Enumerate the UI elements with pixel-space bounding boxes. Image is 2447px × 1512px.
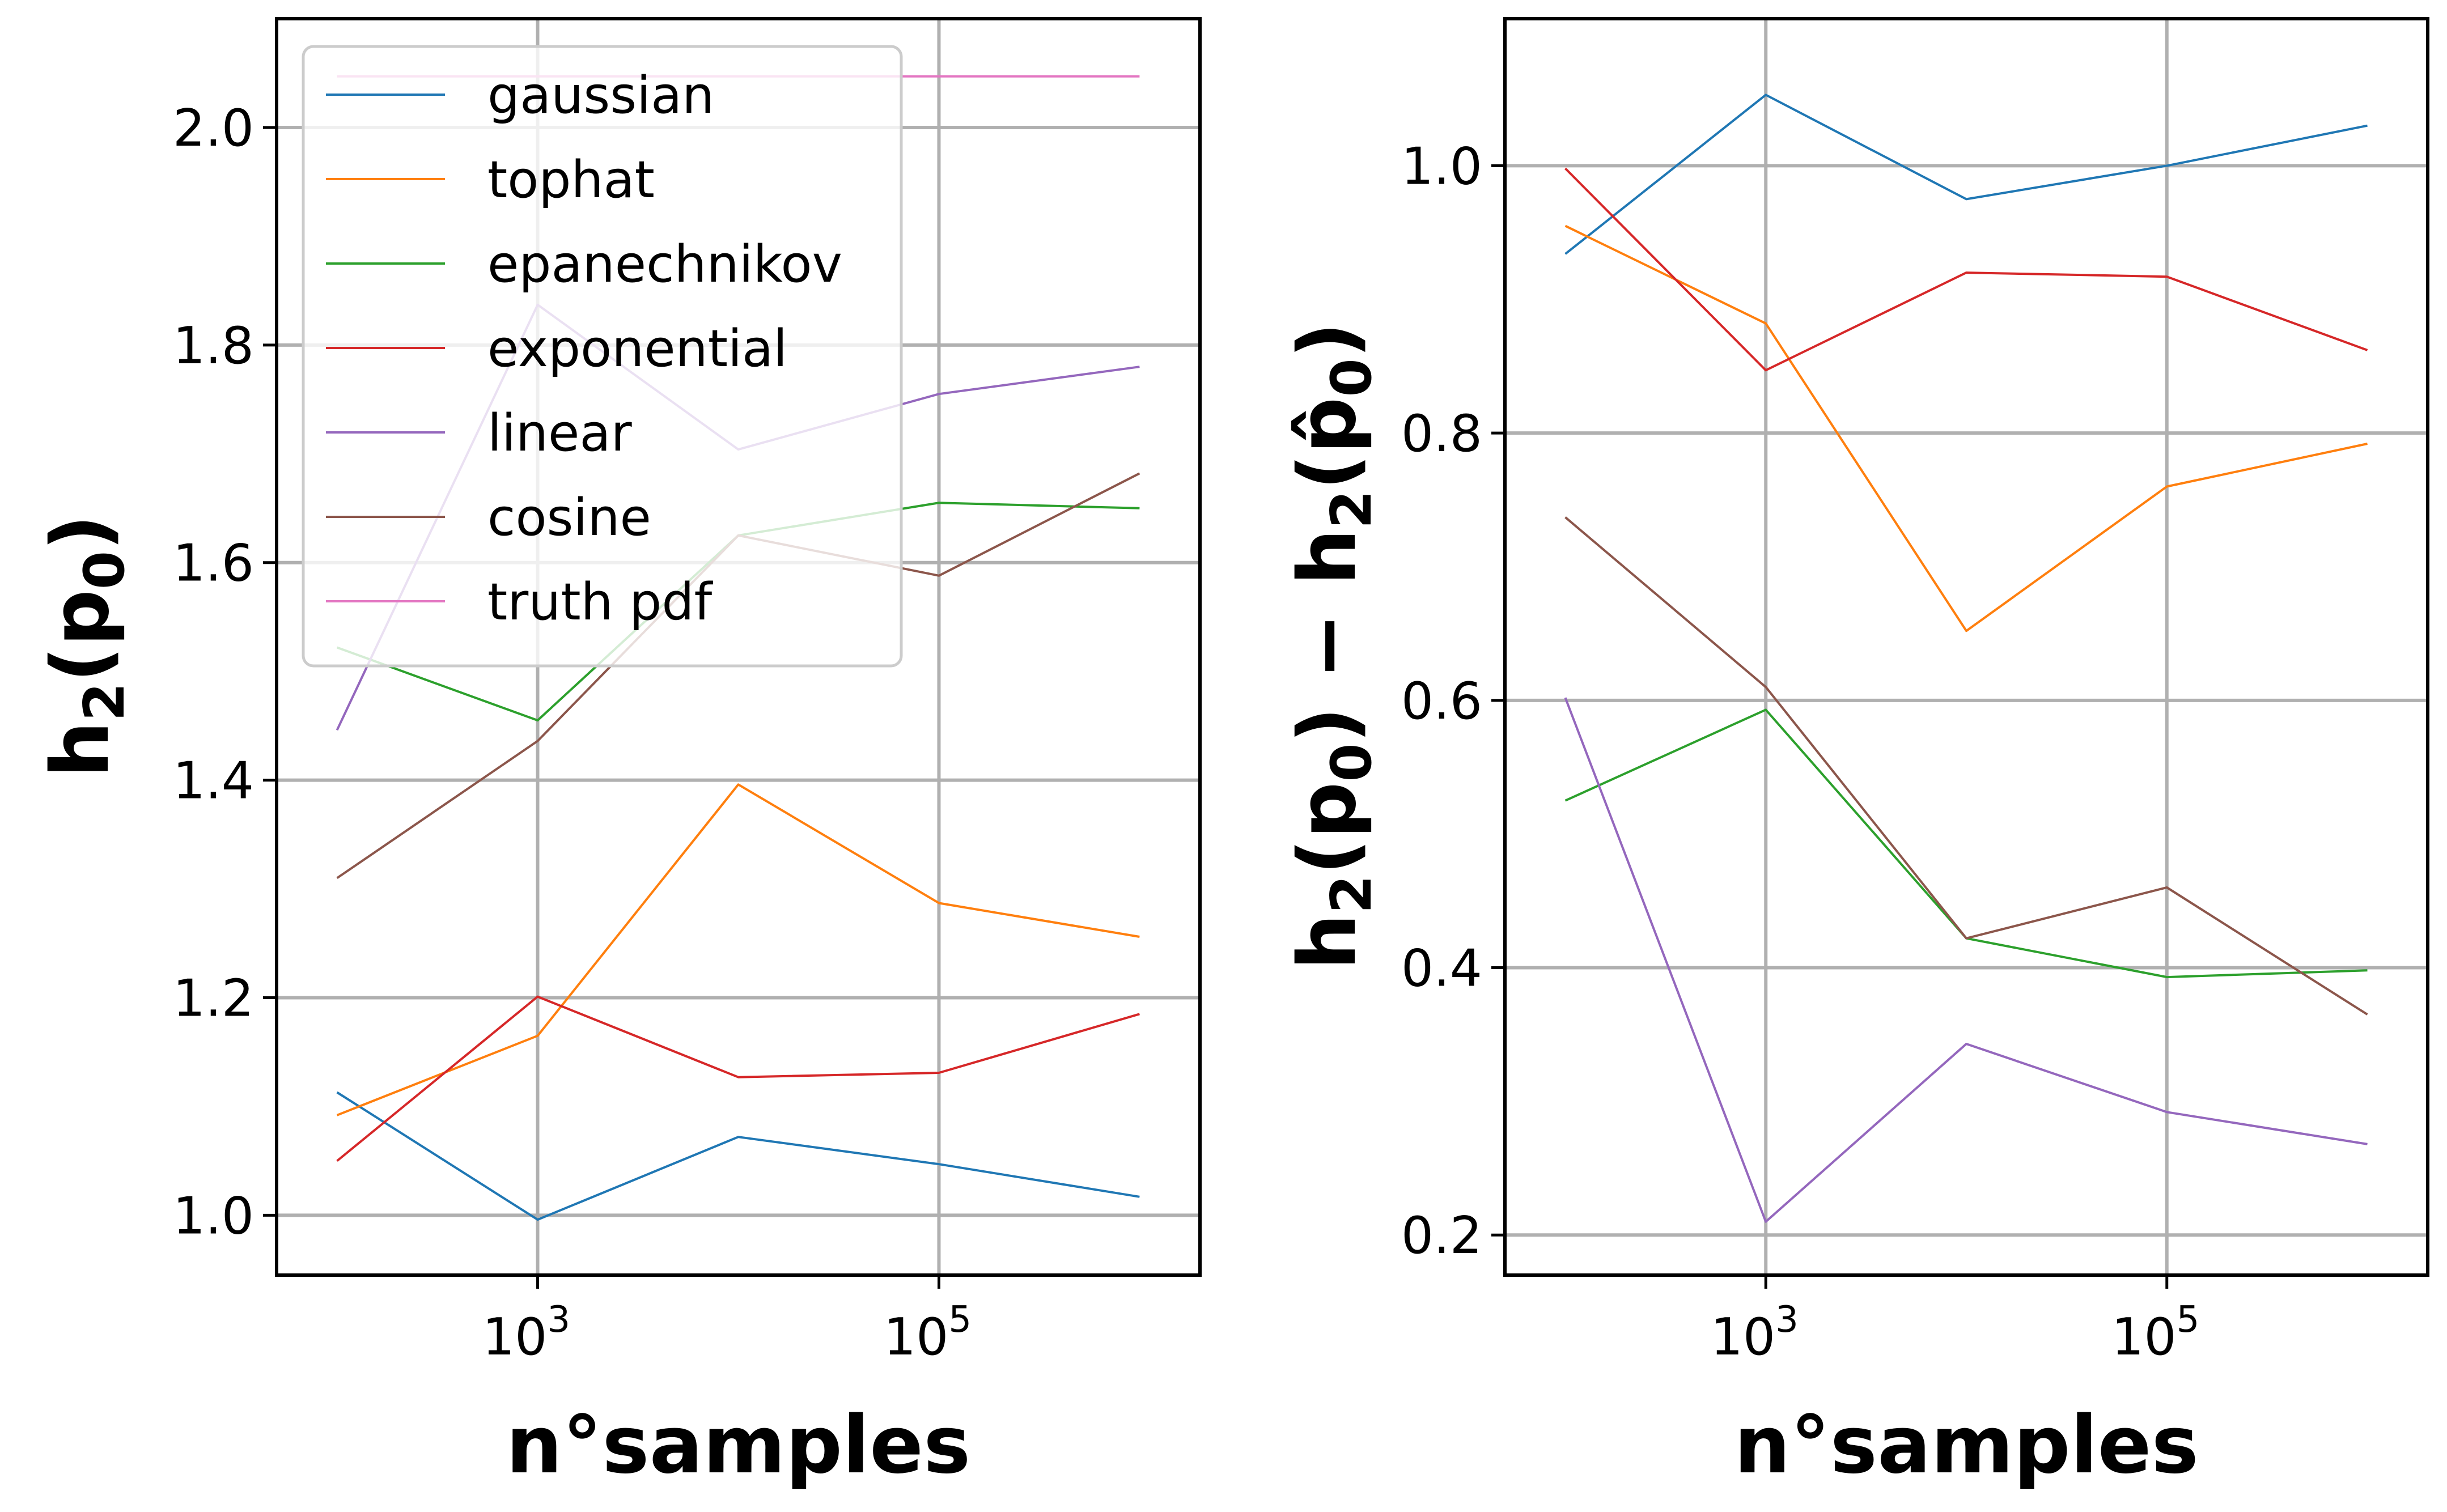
- series-line-gaussian: [1564, 94, 2368, 255]
- legend-label: gaussian: [487, 66, 714, 125]
- x-axis-label: n°samples: [1734, 1399, 2199, 1492]
- left-panel: 103 105 1.0 1.2 1.4 1.6 1.8 2.0 n°samples h2(p0) g…: [35, 17, 1202, 1492]
- x-tick-label: 103: [1711, 1299, 1799, 1367]
- series-line-cosine: [1564, 516, 2368, 1016]
- x-tick-label: 103: [482, 1299, 570, 1367]
- y-tick-label: 1.6: [173, 534, 254, 593]
- series-line-tophat: [1564, 224, 2368, 632]
- axes-frame: [1503, 17, 2429, 1277]
- legend: gaussian tophat epanechnikov exponential lin…: [302, 45, 903, 668]
- y-tick-label: 0.2: [1401, 1206, 1482, 1265]
- legend-label: linear: [487, 404, 632, 463]
- series-group: [1564, 94, 2368, 1223]
- y-tick-label: 0.4: [1401, 939, 1482, 999]
- y-tick-label: 1.0: [1401, 137, 1482, 196]
- y-axis-label: h2(p0) − h2(p̂0): [1282, 322, 1384, 970]
- series-line-tophat: [336, 783, 1140, 1116]
- legend-box: [302, 45, 903, 668]
- axes-frame: [275, 17, 1202, 1277]
- series-line-exponential: [336, 995, 1140, 1162]
- x-tick-label: 105: [884, 1299, 972, 1367]
- x-axis-label: n°samples: [506, 1399, 971, 1492]
- y-tick-label: 1.8: [173, 316, 254, 376]
- y-tick-label: 2.0: [173, 99, 254, 158]
- legend-label: cosine: [487, 488, 651, 547]
- legend-label: exponential: [487, 319, 787, 379]
- series-line-exponential: [1564, 167, 2368, 372]
- right-panel: 103 105 0.2 0.4 0.6 0.8 1.0 n°samples h2(p0) − h…: [1282, 17, 2429, 1492]
- y-axis-label: h2(p0): [35, 515, 137, 778]
- y-tick-label: 1.0: [173, 1186, 254, 1246]
- grid: [1505, 19, 2428, 1275]
- legend-label: tophat: [487, 150, 655, 210]
- y-tick-label: 1.2: [173, 969, 254, 1029]
- y-tick-label: 0.8: [1401, 404, 1482, 464]
- series-line-linear: [1564, 697, 2368, 1223]
- legend-label: truth pdf: [487, 572, 714, 632]
- x-tick-label: 105: [2111, 1299, 2199, 1367]
- series-line-gaussian: [336, 1091, 1140, 1221]
- y-tick-label: 1.4: [173, 751, 254, 811]
- legend-label: epanechnikov: [487, 235, 842, 294]
- y-tick-label: 0.6: [1401, 672, 1482, 731]
